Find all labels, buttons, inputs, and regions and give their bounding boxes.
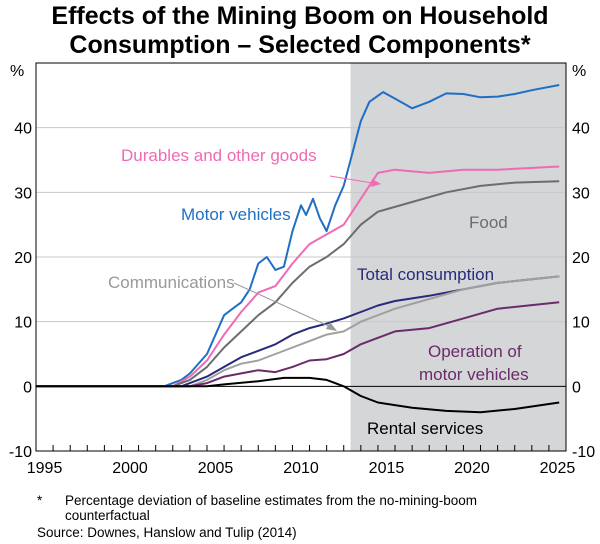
y-tick-label-left: 20 <box>14 250 32 267</box>
series-line-motor-vehicles <box>36 84 560 388</box>
label-operation-line1: Operation of <box>428 342 522 361</box>
plot-frame <box>35 62 567 452</box>
x-tick-label: 2015 <box>369 460 405 477</box>
chart-title-line1: Effects of the Mining Boom on Household <box>51 2 549 30</box>
x-tick-label: 1995 <box>27 460 63 477</box>
label-durables: Durables and other goods <box>121 146 317 165</box>
source-note: Source: Downes, Hanslow and Tulip (2014) <box>37 525 297 540</box>
x-tick-label: 2025 <box>540 460 576 477</box>
footnote-marker: * <box>37 493 43 508</box>
x-tick-label: 2020 <box>454 460 490 477</box>
y-tick-label-right: -10 <box>572 444 595 461</box>
y-tick-label-left: 0 <box>23 379 32 396</box>
series-line-rental-services <box>36 376 560 414</box>
durables-arrowhead <box>371 179 381 187</box>
label-operation-line2: motor vehicles <box>419 365 529 384</box>
y-tick-label-right: 40 <box>572 121 590 138</box>
label-total-consumption: Total consumption <box>357 265 494 284</box>
chart-title-line2: Consumption – Selected Components* <box>69 31 531 59</box>
series-line-operation-of-motor-vehicles <box>36 301 560 388</box>
label-rental-services: Rental services <box>367 419 483 438</box>
y-tick-label-left: 10 <box>14 315 32 332</box>
y-tick-label-right: 30 <box>572 185 590 202</box>
y-tick-label-right: 0 <box>572 379 581 396</box>
footnote-text-line2: counterfactual <box>65 508 150 523</box>
series-line-durables-and-other-goods <box>36 165 560 388</box>
y-tick-label-left: -10 <box>9 444 32 461</box>
y-tick-label-left: 40 <box>14 121 32 138</box>
y-tick-label-right: 20 <box>572 250 590 267</box>
series-line-communications <box>36 275 560 388</box>
y-tick-label-left: 30 <box>14 185 32 202</box>
y-tick-label-right: 10 <box>572 315 590 332</box>
x-tick-label: 2010 <box>283 460 319 477</box>
y-unit-left: % <box>10 63 24 80</box>
x-tick-label: 2000 <box>112 460 148 477</box>
series-line-total-consumption <box>36 275 560 388</box>
x-tick-label: 2005 <box>198 460 234 477</box>
communications-arrowhead <box>326 322 337 331</box>
label-food: Food <box>469 213 508 232</box>
communications-arrow <box>233 282 334 329</box>
label-communications: Communications <box>108 273 235 292</box>
series-line-food <box>36 180 560 388</box>
durables-arrow <box>329 175 379 185</box>
footnote-text-line1: Percentage deviation of baseline estimat… <box>65 493 477 508</box>
label-motor-vehicles: Motor vehicles <box>181 205 291 224</box>
y-unit-right: % <box>572 63 586 80</box>
